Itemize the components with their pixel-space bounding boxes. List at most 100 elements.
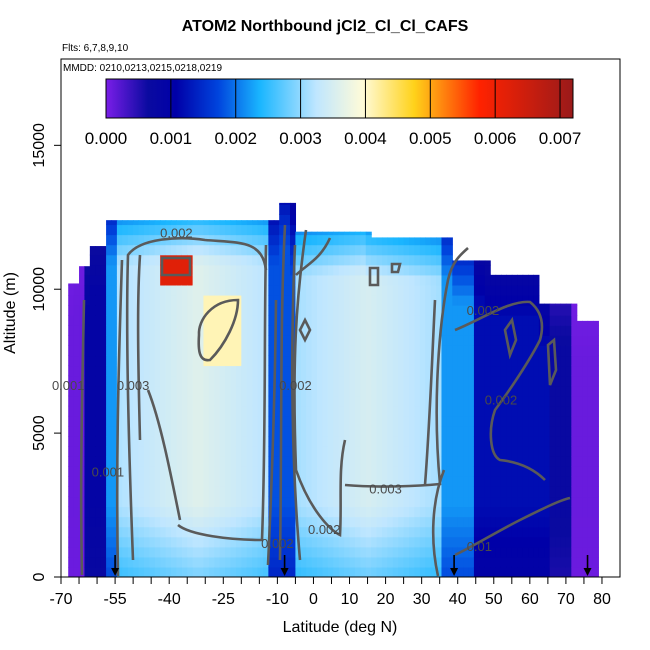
heatmap-cell	[381, 476, 388, 487]
heatmap-cell	[528, 516, 535, 528]
heatmap-cell	[317, 566, 324, 577]
heatmap-cell	[473, 395, 480, 407]
heatmap-cell	[181, 385, 188, 397]
heatmap-cell	[490, 536, 497, 548]
heatmap-cell	[170, 220, 178, 226]
heatmap-cell	[452, 264, 459, 276]
heatmap-cell	[517, 425, 524, 437]
heatmap-cell	[127, 274, 134, 286]
heatmap-cell	[441, 284, 448, 296]
heatmap-cell	[311, 264, 318, 276]
heatmap-cell	[111, 244, 118, 256]
heatmap-cell	[111, 456, 118, 467]
heatmap-cell	[571, 526, 578, 538]
heatmap-cell	[587, 395, 594, 407]
x-tick-label: -40	[158, 591, 181, 608]
heatmap-cell	[160, 425, 167, 437]
heatmap-cell	[154, 254, 161, 266]
heatmap-cell	[100, 274, 107, 286]
heatmap-cell	[381, 244, 388, 256]
heatmap-cell	[571, 415, 578, 427]
heatmap-cell	[225, 234, 232, 246]
heatmap-cell	[403, 566, 410, 577]
heatmap-cell	[479, 264, 486, 276]
heatmap-cell	[430, 385, 437, 397]
heatmap-cell	[555, 435, 562, 447]
heatmap-cell	[528, 466, 535, 477]
heatmap-cell	[392, 284, 399, 296]
heatmap-cell	[327, 385, 334, 397]
heatmap-cell	[463, 355, 470, 367]
heatmap-cell	[230, 516, 237, 528]
heatmap-cell	[360, 305, 367, 316]
heatmap-cell	[528, 415, 535, 427]
heatmap-cell	[322, 435, 329, 447]
heatmap-cell	[538, 506, 545, 518]
heatmap-cell	[230, 506, 237, 518]
heatmap-cell	[365, 435, 372, 447]
heatmap-cell	[252, 335, 259, 346]
heatmap-cell	[555, 546, 562, 558]
heatmap-cell	[403, 526, 410, 538]
heatmap-cell	[371, 526, 378, 538]
heatmap-cell	[149, 220, 156, 226]
heatmap-cell	[133, 476, 140, 487]
heatmap-cell	[225, 274, 232, 286]
heatmap-cell	[582, 355, 589, 367]
heatmap-cell	[468, 260, 475, 266]
heatmap-cell	[100, 294, 107, 306]
heatmap-cell	[457, 335, 464, 346]
heatmap-cell	[333, 446, 340, 457]
heatmap-cell	[284, 294, 291, 306]
heatmap-cell	[257, 466, 264, 477]
heatmap-cell	[317, 546, 324, 558]
heatmap-cell	[500, 315, 507, 326]
heatmap-cell	[257, 274, 264, 286]
heatmap-cell	[522, 325, 529, 336]
heatmap-cell	[403, 325, 410, 336]
heatmap-cell	[446, 305, 453, 316]
heatmap-cell	[463, 345, 470, 357]
heatmap-cell	[419, 237, 426, 246]
heatmap-cell	[219, 546, 226, 558]
heatmap-cell	[246, 294, 253, 306]
heatmap-cell	[565, 546, 572, 558]
heatmap-cell	[327, 546, 334, 558]
heatmap-cell	[473, 260, 480, 266]
heatmap-cell	[430, 365, 437, 377]
heatmap-cell	[576, 516, 583, 528]
heatmap-cell	[300, 435, 307, 447]
heatmap-cell	[582, 476, 589, 487]
heatmap-cell	[398, 325, 405, 336]
colorbar-tick-label: 0.005	[409, 129, 452, 148]
heatmap-cell	[100, 305, 107, 316]
heatmap-cell	[398, 264, 405, 276]
heatmap-cell	[592, 385, 599, 397]
heatmap-cell	[95, 566, 102, 577]
heatmap-cell	[506, 536, 513, 548]
contour-label: 0.002	[261, 536, 294, 551]
heatmap-cell	[262, 446, 269, 457]
heatmap-cell	[219, 556, 226, 568]
heatmap-cell	[203, 305, 210, 316]
heatmap-cell	[349, 405, 356, 417]
heatmap-cell	[84, 425, 91, 437]
heatmap-cell	[306, 375, 313, 387]
heatmap-cell	[333, 556, 340, 568]
heatmap-cell	[214, 496, 221, 508]
heatmap-cell	[371, 476, 378, 487]
heatmap-cell	[468, 556, 475, 568]
heatmap-cell	[165, 254, 172, 266]
heatmap-cell	[225, 385, 232, 397]
heatmap-cell	[457, 284, 464, 296]
heatmap-cell	[387, 254, 394, 266]
heatmap-cell	[73, 546, 80, 558]
heatmap-cell	[479, 325, 486, 336]
heatmap-cell	[252, 526, 259, 538]
heatmap-cell	[506, 315, 513, 326]
heatmap-cell	[490, 315, 497, 326]
heatmap-cell	[214, 415, 221, 427]
heatmap-cell	[214, 405, 221, 417]
contour-line	[390, 262, 402, 274]
heatmap-cell	[517, 526, 524, 538]
